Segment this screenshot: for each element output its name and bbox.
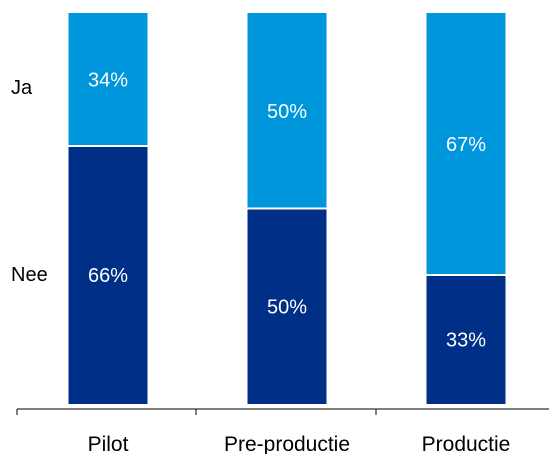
data-label-nee-2: 50% — [267, 296, 307, 318]
category-label-1: Pilot — [88, 433, 129, 454]
category-label-3: Productie — [422, 433, 511, 454]
bar-ja-2 — [247, 13, 327, 209]
bar-ja-1 — [68, 13, 148, 146]
bars: 66% 34% 50% 50% 33% 67% — [68, 13, 506, 404]
bar-nee-2 — [247, 208, 327, 404]
bar-nee-3 — [426, 274, 506, 404]
data-label-ja-2: 50% — [267, 101, 307, 123]
legend: Ja Nee — [11, 77, 48, 286]
legend-entry-nee: Nee — [11, 264, 48, 286]
data-label-nee-3: 33% — [446, 329, 486, 351]
data-label-ja-3: 67% — [446, 134, 486, 156]
bar-nee-1 — [68, 145, 148, 404]
data-label-nee-1: 66% — [88, 265, 128, 287]
bar-ja-3 — [426, 13, 506, 275]
data-label-ja-1: 34% — [88, 69, 128, 91]
x-axis: Pilot Pre-productie Productie — [16, 408, 549, 454]
category-label-2: Pre-productie — [224, 433, 350, 454]
legend-entry-ja: Ja — [11, 77, 33, 99]
